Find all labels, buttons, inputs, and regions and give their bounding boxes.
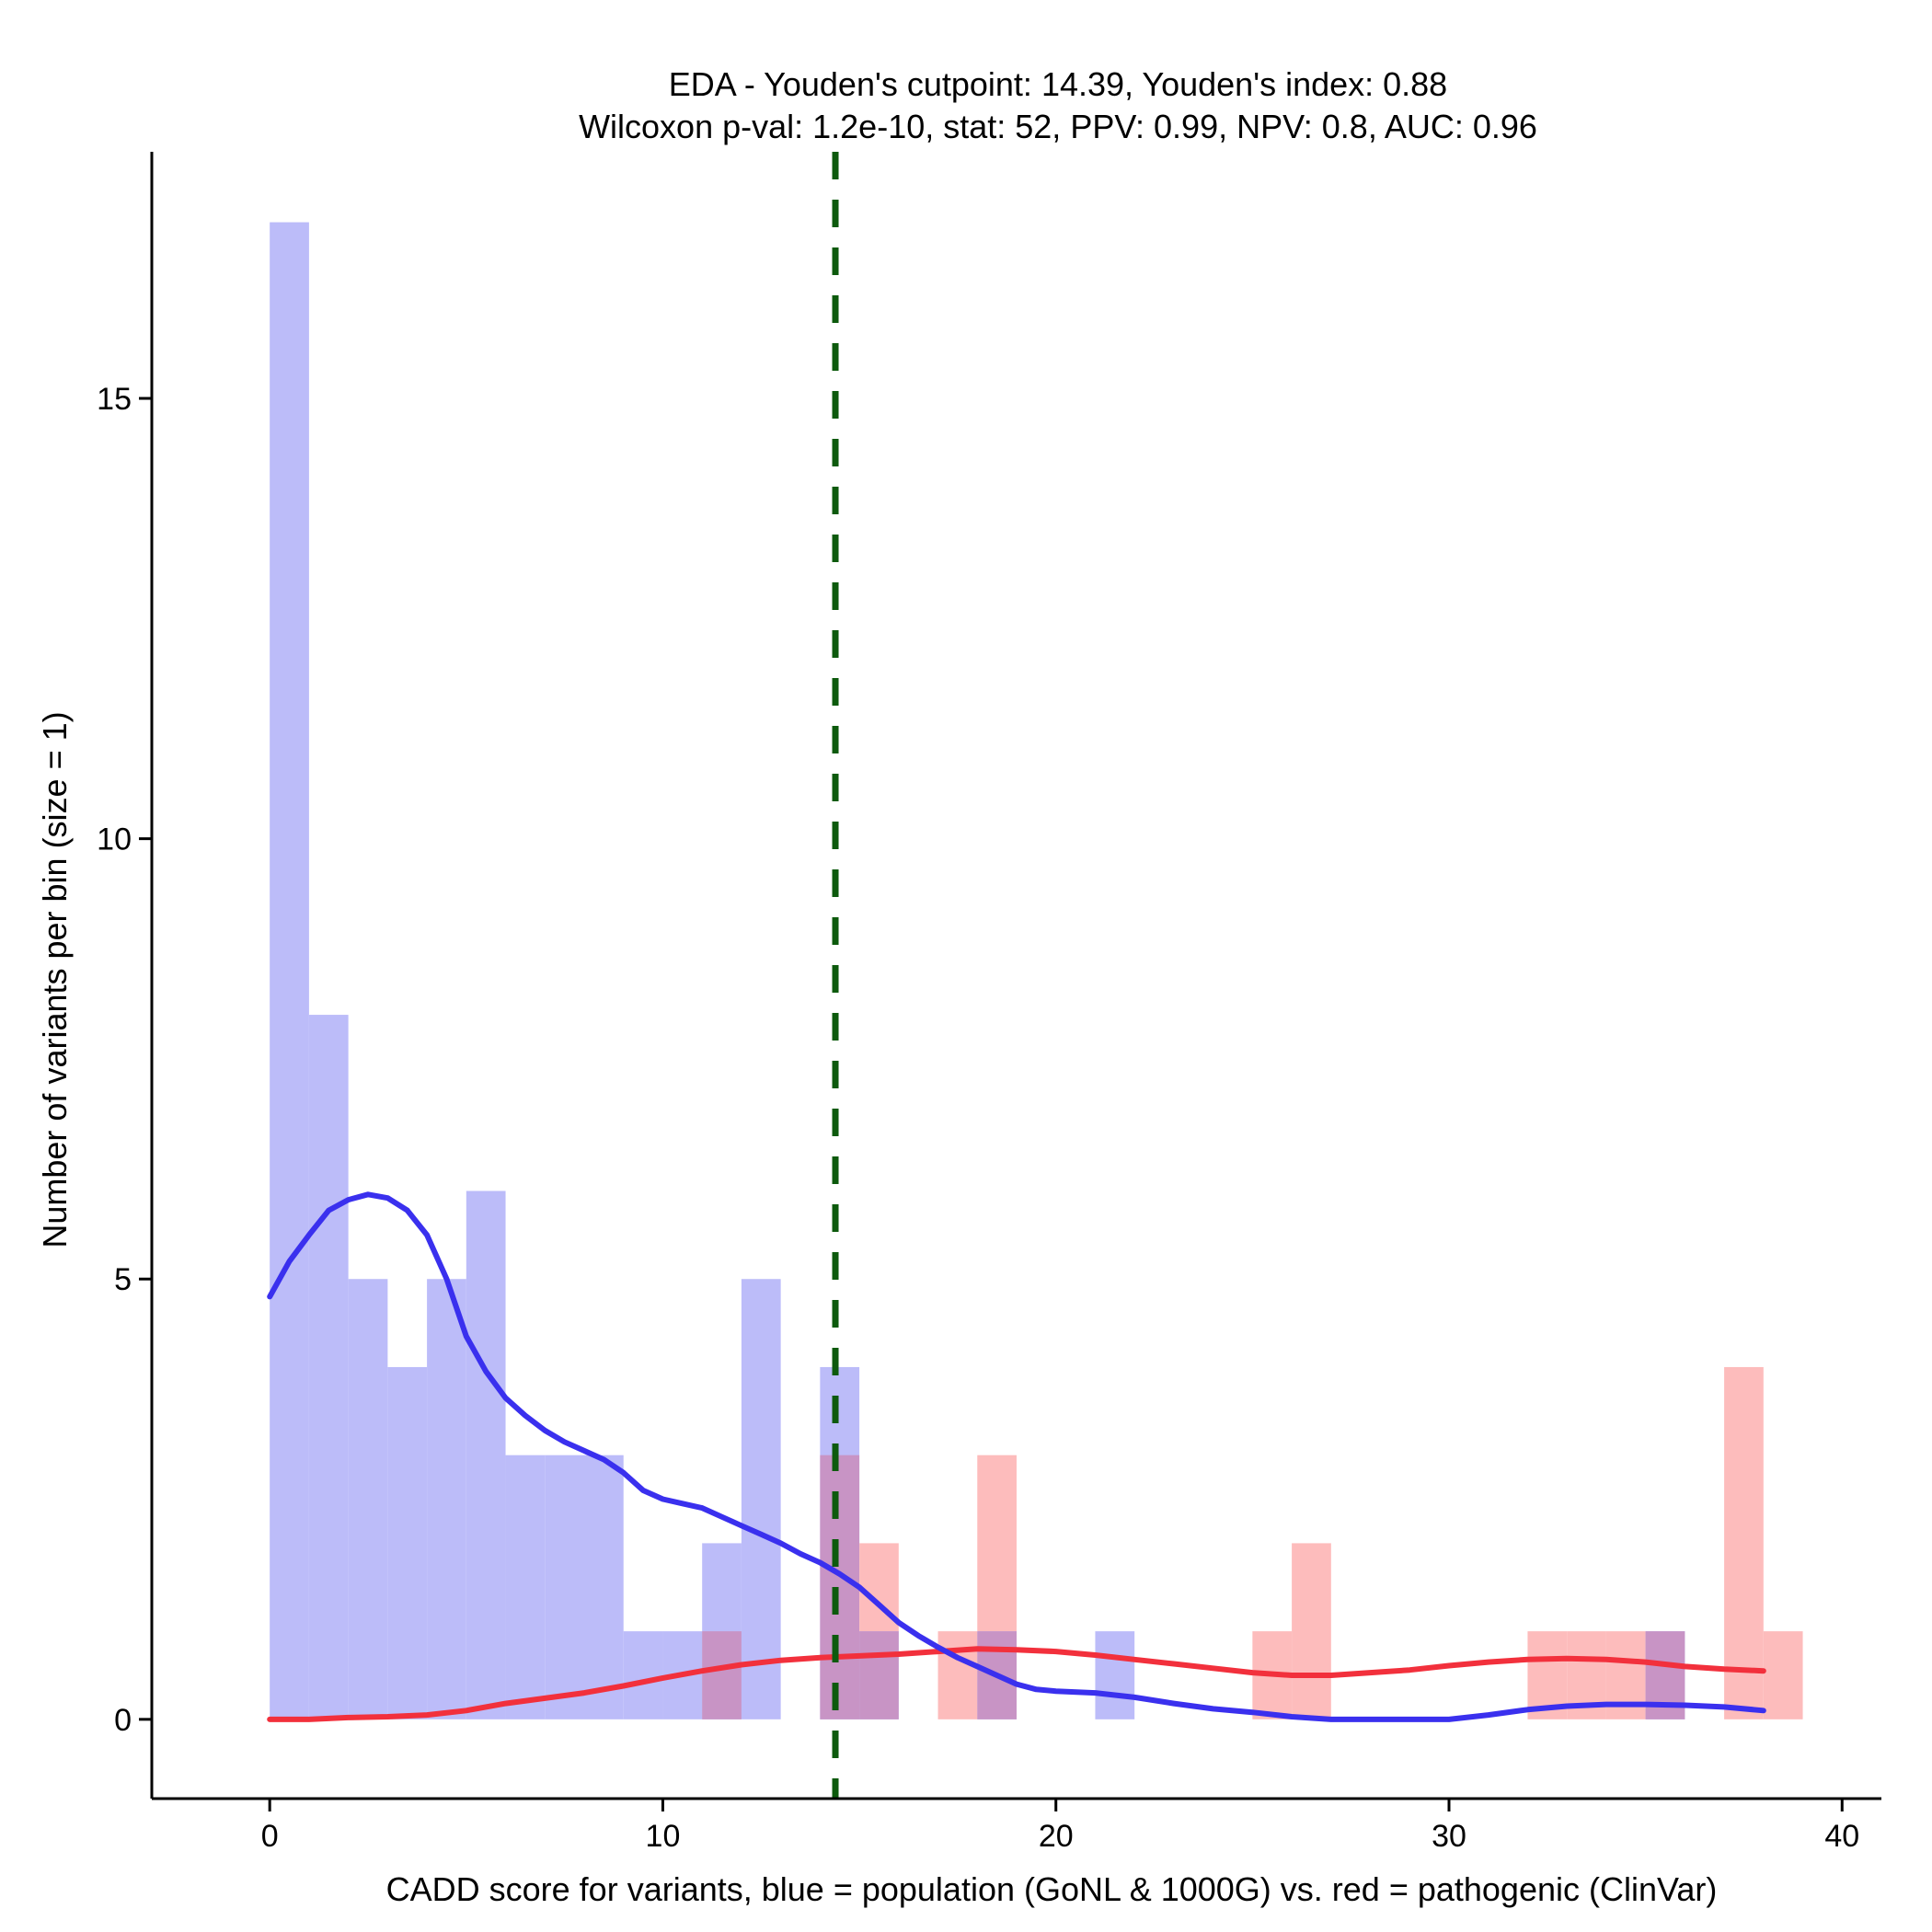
bars-layer (270, 222, 1803, 1719)
bar-overlap (859, 1631, 899, 1719)
axes-layer: 0 10 20 30 40 0 5 10 15 (97, 152, 1881, 1854)
lines-layer (267, 152, 1766, 1799)
bar-pathogenic (937, 1631, 978, 1719)
bar-overlap (820, 1455, 860, 1719)
density-line-pathogenic (267, 1646, 1766, 1722)
bar-pathogenic (977, 1455, 1017, 1632)
bar-population (584, 1455, 624, 1719)
y-tick-label: 15 (97, 382, 132, 417)
bar-population (427, 1279, 466, 1719)
y-axis-label: Number of variants per bin (size = 1) (36, 711, 74, 1248)
chart-title-line-1: EDA - Youden's cutpoint: 14.39, Youden's… (669, 65, 1447, 103)
bar-population (348, 1279, 388, 1719)
bar-pathogenic (1724, 1366, 1764, 1719)
density-line-population (267, 1191, 1766, 1722)
bar-population (545, 1455, 584, 1719)
bar-population (741, 1279, 781, 1719)
x-tick-label: 10 (646, 1819, 681, 1854)
y-tick-label: 5 (114, 1262, 132, 1297)
x-axis-label: CADD score for variants, blue = populati… (386, 1870, 1718, 1908)
bar-population (308, 1015, 349, 1719)
chart-title-line-2: Wilcoxon p-val: 1.2e-10, stat: 52, PPV: … (579, 108, 1537, 145)
bar-population (1095, 1631, 1135, 1719)
bar-population (623, 1631, 663, 1719)
bar-overlap (702, 1631, 742, 1719)
bar-population (387, 1366, 428, 1719)
bar-population (505, 1455, 546, 1719)
bar-population (466, 1190, 506, 1719)
x-tick-label: 0 (261, 1819, 279, 1854)
bar-pathogenic (1763, 1631, 1803, 1719)
bar-population (270, 222, 309, 1719)
x-tick-label: 40 (1824, 1819, 1859, 1854)
y-tick-label: 10 (97, 822, 132, 857)
bar-pathogenic (1292, 1543, 1331, 1719)
y-tick-label: 0 (114, 1703, 132, 1738)
x-tick-label: 20 (1039, 1819, 1074, 1854)
x-tick-label: 30 (1432, 1819, 1466, 1854)
